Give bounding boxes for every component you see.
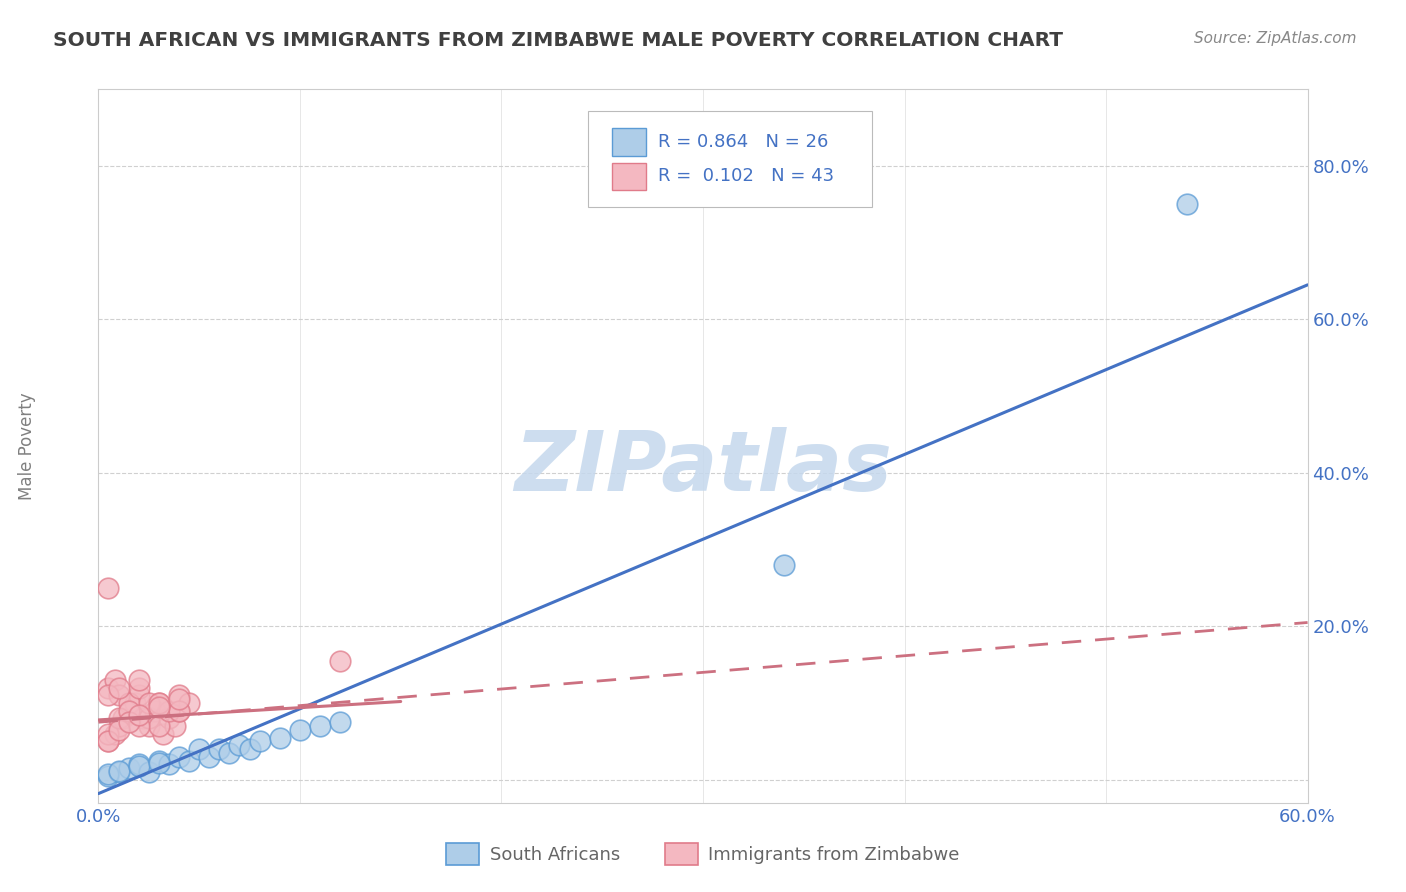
Point [97, 769, 120, 783]
Point [148, 754, 170, 768]
Point [138, 711, 160, 725]
Point [111, 711, 134, 725]
Point [269, 731, 291, 745]
Point [97, 581, 120, 595]
Point [97, 681, 120, 695]
Point [103, 727, 125, 741]
Point [167, 704, 190, 718]
Point [128, 689, 150, 703]
Point [138, 696, 160, 710]
Point [128, 707, 150, 722]
Text: Source: ZipAtlas.com: Source: ZipAtlas.com [1194, 31, 1357, 46]
Point [118, 715, 141, 730]
Point [148, 696, 170, 710]
Point [138, 719, 160, 733]
Point [772, 558, 794, 572]
Point [329, 715, 352, 730]
Point [148, 696, 170, 710]
Point [218, 746, 240, 760]
Point [128, 757, 150, 772]
Point [118, 704, 141, 718]
Point [118, 696, 141, 710]
Point [288, 723, 311, 737]
Point [107, 689, 129, 703]
Point [118, 704, 141, 718]
Point [228, 738, 250, 752]
Point [138, 765, 160, 780]
Point [329, 654, 352, 668]
Point [188, 742, 211, 756]
Y-axis label: Male Poverty: Male Poverty [18, 392, 37, 500]
Point [198, 749, 221, 764]
Point [128, 759, 150, 773]
Point [148, 719, 170, 733]
Point [128, 673, 150, 687]
Text: R =  0.102   N = 43: R = 0.102 N = 43 [658, 168, 834, 186]
FancyBboxPatch shape [613, 128, 647, 155]
Point [163, 719, 186, 733]
Point [157, 704, 180, 718]
Point [128, 719, 150, 733]
Point [167, 689, 190, 703]
Point [152, 727, 174, 741]
Point [249, 734, 271, 748]
Text: R = 0.864   N = 26: R = 0.864 N = 26 [658, 133, 828, 151]
Point [107, 711, 129, 725]
Point [103, 673, 125, 687]
Point [148, 699, 170, 714]
Point [97, 734, 120, 748]
Point [179, 754, 201, 768]
Point [128, 681, 150, 695]
Point [148, 756, 170, 770]
Point [107, 764, 129, 778]
Point [107, 723, 129, 737]
FancyBboxPatch shape [588, 111, 872, 207]
Point [107, 719, 129, 733]
Point [157, 711, 180, 725]
Point [167, 749, 190, 764]
Point [124, 696, 146, 710]
Point [309, 719, 332, 733]
Point [208, 742, 231, 756]
Text: SOUTH AFRICAN VS IMMIGRANTS FROM ZIMBABWE MALE POVERTY CORRELATION CHART: SOUTH AFRICAN VS IMMIGRANTS FROM ZIMBABW… [53, 31, 1063, 50]
Point [107, 681, 129, 695]
Point [167, 692, 190, 706]
FancyBboxPatch shape [613, 162, 647, 190]
Point [107, 765, 129, 780]
Point [97, 689, 120, 703]
Point [143, 704, 166, 718]
Text: ZIPatlas: ZIPatlas [515, 427, 891, 508]
Point [97, 727, 120, 741]
Legend: South Africans, Immigrants from Zimbabwe: South Africans, Immigrants from Zimbabwe [439, 836, 967, 872]
Point [132, 711, 155, 725]
Point [157, 757, 180, 772]
Point [179, 696, 201, 710]
Point [118, 761, 141, 775]
Point [1175, 197, 1198, 211]
Point [239, 742, 262, 756]
Point [167, 704, 190, 718]
Point [97, 766, 120, 780]
Point [97, 734, 120, 748]
